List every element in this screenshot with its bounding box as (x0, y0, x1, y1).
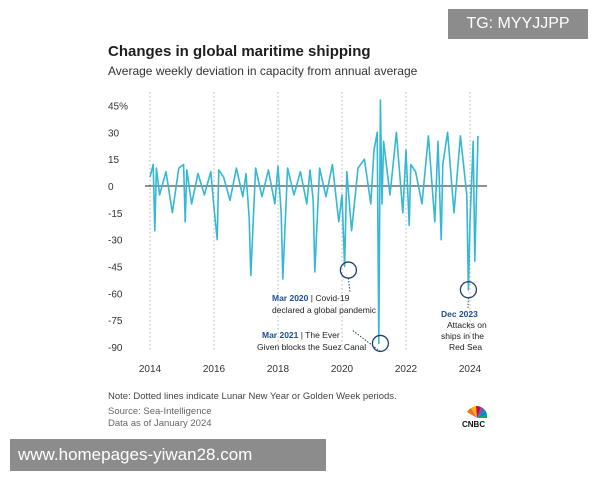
annotation-circle-2 (371, 334, 390, 353)
watermark-top: TG: MYYJJPP (448, 9, 588, 39)
x-tick-2022: 2022 (395, 364, 418, 375)
chart-title: Changes in global maritime shipping (108, 43, 371, 60)
y-tick-neg60: -60 (108, 289, 123, 300)
annotation-2021-line1: Mar 2021 | The Ever (262, 330, 340, 340)
annotation-2023-line4: Red Sea (449, 342, 482, 352)
x-tick-2020: 2020 (331, 364, 354, 375)
y-tick-45: 45% (108, 102, 128, 113)
annotation-2023-date: Dec 2023 (441, 309, 478, 319)
x-tick-labels: 2014 2016 2018 2020 2022 2024 (139, 364, 482, 375)
x-tick-2014: 2014 (139, 364, 162, 375)
chart-as-of-date: Data as of January 2024 (108, 418, 212, 429)
y-tick-neg75: -75 (108, 316, 123, 327)
x-grid-lines (149, 92, 471, 352)
annotation-leader-1 (347, 278, 351, 294)
y-tick-labels: 45% 30 15 0 -15 -30 -45 -60 -75 -90 (108, 102, 128, 355)
y-tick-neg15: -15 (108, 209, 123, 220)
x-tick-2024: 2024 (459, 364, 482, 375)
annotation-2023-line2: Attacks on (447, 320, 487, 330)
y-tick-0: 0 (108, 182, 114, 193)
annotation-2020-line2: declared a global pandemic (272, 305, 377, 315)
watermark-bottom: www.homepages-yiwan28.com (10, 439, 326, 471)
x-tick-2018: 2018 (267, 364, 290, 375)
chart-note: Note: Dotted lines indicate Lunar New Ye… (108, 391, 397, 402)
annotation-2020-line1: Mar 2020 | Covid-19 (272, 293, 350, 303)
annotation-circle-1 (339, 261, 358, 279)
y-tick-neg45: -45 (108, 263, 123, 274)
annotation-2021-line2: Given blocks the Suez Canal (257, 342, 366, 352)
chart-subtitle: Average weekly deviation in capacity fro… (108, 64, 418, 78)
annotation-markers (339, 261, 478, 353)
series-line (149, 99, 479, 345)
y-tick-neg90: -90 (108, 343, 123, 354)
annotation-2023-line3: ships in the (441, 331, 484, 341)
x-tick-2016: 2016 (203, 364, 226, 375)
y-tick-30: 30 (108, 128, 120, 139)
nbc-peacock-logo-icon (467, 405, 488, 418)
y-tick-15: 15 (108, 155, 120, 166)
cnbc-logo-text: CNBC (462, 420, 486, 429)
chart-source: Source: Sea-Intelligence (108, 406, 212, 417)
y-tick-neg30: -30 (108, 236, 123, 247)
